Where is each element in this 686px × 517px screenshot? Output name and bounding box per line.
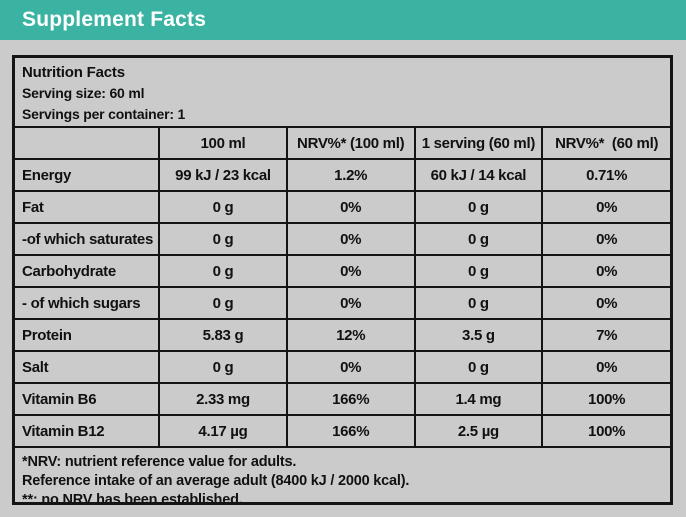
column-header-nrv-100ml: NRV%* (100 ml) bbox=[285, 127, 416, 160]
serving-size-text: Serving size: 60 ml bbox=[22, 85, 145, 101]
cell-value: 0 g bbox=[158, 350, 288, 384]
row-label: Energy bbox=[15, 158, 161, 192]
nutrition-table: 100 ml NRV%* (100 ml) 1 serving (60 ml) … bbox=[15, 127, 670, 447]
cell-value: 7% bbox=[541, 318, 670, 352]
table-row-carbohydrate: Carbohydrate 0 g 0% 0 g 0% bbox=[15, 254, 670, 288]
cell-value: 0 g bbox=[413, 222, 544, 256]
nutrition-facts-panel: Nutrition Facts Serving size: 60 ml Serv… bbox=[12, 55, 673, 505]
cell-value: 0% bbox=[285, 286, 416, 320]
page-title: Supplement Facts bbox=[22, 8, 207, 31]
row-label: Salt bbox=[15, 350, 161, 384]
supplement-facts-header-bar: Supplement Facts bbox=[0, 0, 686, 40]
column-header-empty bbox=[15, 127, 161, 160]
cell-value: 4.17 µg bbox=[158, 414, 288, 447]
cell-value: 0 g bbox=[413, 286, 544, 320]
cell-value: 0% bbox=[541, 222, 670, 256]
column-header-100ml: 100 ml bbox=[158, 127, 288, 160]
table-row-vitamin-b6: Vitamin B6 2.33 mg 166% 1.4 mg 100% bbox=[15, 382, 670, 416]
cell-value: 60 kJ / 14 kcal bbox=[413, 158, 544, 192]
cell-value: 12% bbox=[285, 318, 416, 352]
table-row-protein: Protein 5.83 g 12% 3.5 g 7% bbox=[15, 318, 670, 352]
cell-value: 0 g bbox=[158, 254, 288, 288]
table-row-sugars: - of which sugars 0 g 0% 0 g 0% bbox=[15, 286, 670, 320]
row-label: Protein bbox=[15, 318, 161, 352]
table-row-salt: Salt 0 g 0% 0 g 0% bbox=[15, 350, 670, 384]
footnote-reference-intake: Reference intake of an average adult (84… bbox=[22, 473, 410, 489]
table-header-row: 100 ml NRV%* (100 ml) 1 serving (60 ml) … bbox=[15, 127, 670, 160]
row-label: -of which saturates bbox=[15, 222, 161, 256]
cell-value: 100% bbox=[541, 414, 670, 447]
column-header-nrv-60ml: NRV%* (60 ml) bbox=[541, 127, 670, 160]
cell-value: 1.4 mg bbox=[413, 382, 544, 416]
nutrition-facts-title: Nutrition Facts bbox=[22, 64, 125, 81]
cell-value: 0 g bbox=[158, 190, 288, 224]
table-row-vitamin-b12: Vitamin B12 4.17 µg 166% 2.5 µg 100% bbox=[15, 414, 670, 447]
table-row-fat: Fat 0 g 0% 0 g 0% bbox=[15, 190, 670, 224]
cell-value: 2.33 mg bbox=[158, 382, 288, 416]
cell-value: 100% bbox=[541, 382, 670, 416]
servings-per-container-text: Servings per container: 1 bbox=[22, 106, 186, 122]
column-header-serving: 1 serving (60 ml) bbox=[413, 127, 544, 160]
cell-value: 2.5 µg bbox=[413, 414, 544, 447]
cell-value: 0% bbox=[541, 350, 670, 384]
cell-value: 5.83 g bbox=[158, 318, 288, 352]
cell-value: 166% bbox=[285, 382, 416, 416]
cell-value: 0 g bbox=[413, 190, 544, 224]
serving-info-section: Nutrition Facts Serving size: 60 ml Serv… bbox=[15, 58, 670, 128]
row-label: Fat bbox=[15, 190, 161, 224]
cell-value: 1.2% bbox=[285, 158, 416, 192]
table-row-energy: Energy 99 kJ / 23 kcal 1.2% 60 kJ / 14 k… bbox=[15, 158, 670, 192]
cell-value: 99 kJ / 23 kcal bbox=[158, 158, 288, 192]
cell-value: 0% bbox=[541, 286, 670, 320]
cell-value: 0% bbox=[285, 222, 416, 256]
cell-value: 0% bbox=[285, 190, 416, 224]
footnote-nrv: *NRV: nutrient reference value for adult… bbox=[22, 454, 297, 470]
row-label: Vitamin B6 bbox=[15, 382, 161, 416]
cell-value: 0% bbox=[541, 190, 670, 224]
cell-value: 0.71% bbox=[541, 158, 670, 192]
cell-value: 0% bbox=[541, 254, 670, 288]
cell-value: 0% bbox=[285, 350, 416, 384]
table-row-saturates: -of which saturates 0 g 0% 0 g 0% bbox=[15, 222, 670, 256]
cell-value: 166% bbox=[285, 414, 416, 447]
cell-value: 0 g bbox=[413, 254, 544, 288]
cell-value: 0 g bbox=[413, 350, 544, 384]
row-label: Carbohydrate bbox=[15, 254, 161, 288]
footnote-no-nrv: **: no NRV has been established. bbox=[22, 492, 243, 505]
cell-value: 3.5 g bbox=[413, 318, 544, 352]
row-label: Vitamin B12 bbox=[15, 414, 161, 447]
row-label: - of which sugars bbox=[15, 286, 161, 320]
footnotes-section: *NRV: nutrient reference value for adult… bbox=[15, 446, 670, 505]
cell-value: 0 g bbox=[158, 222, 288, 256]
cell-value: 0% bbox=[285, 254, 416, 288]
cell-value: 0 g bbox=[158, 286, 288, 320]
